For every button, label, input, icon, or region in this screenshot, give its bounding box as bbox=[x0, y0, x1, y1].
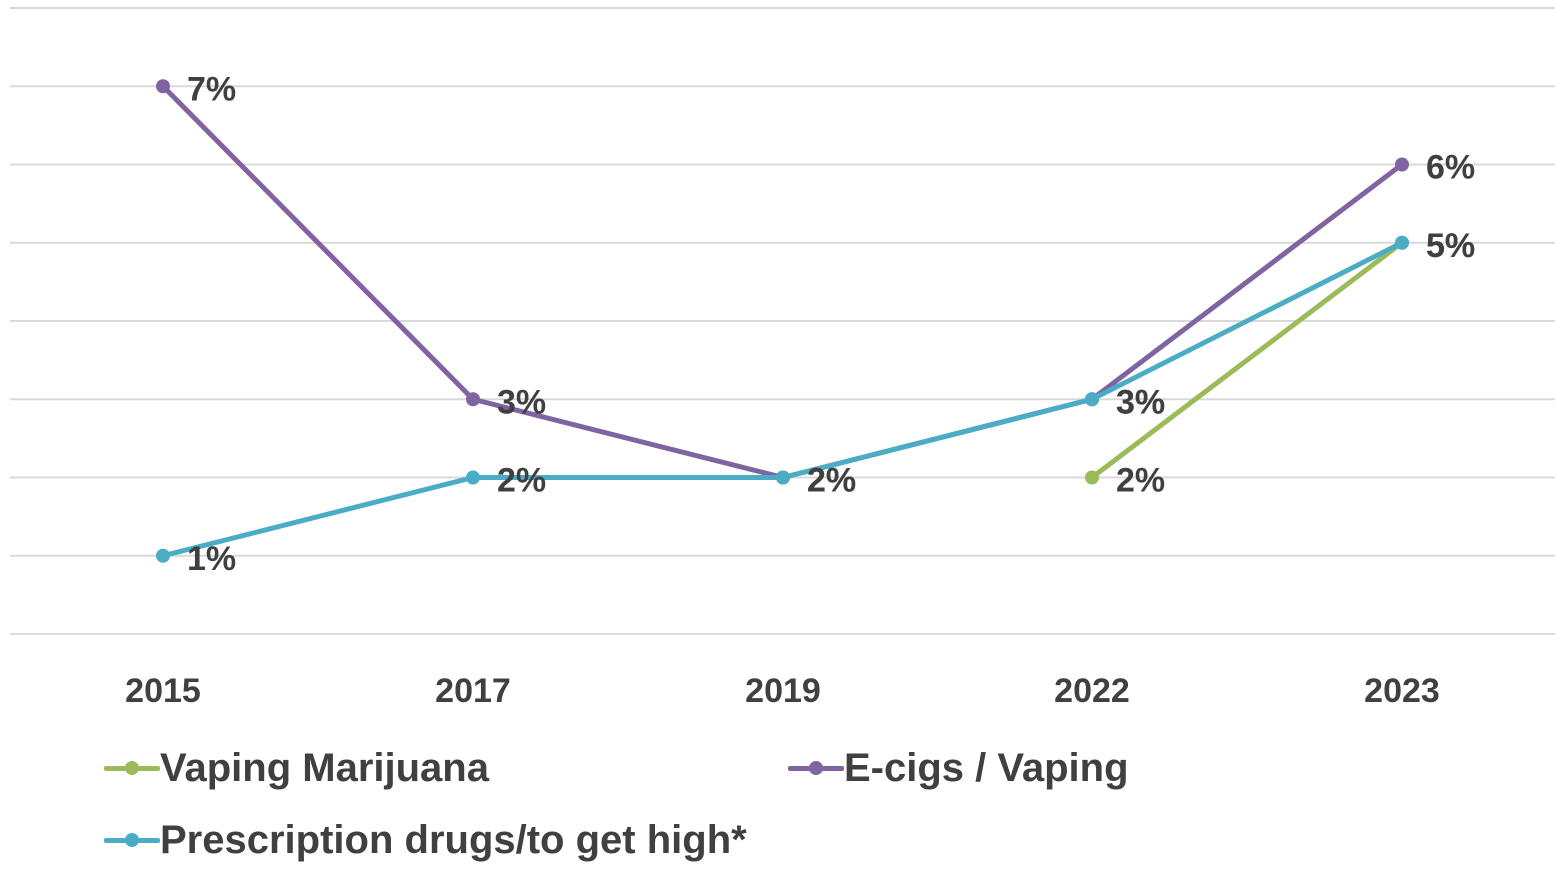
x-tick-label: 2019 bbox=[745, 672, 821, 710]
line-chart: 2015 2017 2019 2022 2023 2% 5% 7% 3% 2% 3% 6% 1% 2% 2… bbox=[10, 7, 1555, 710]
legend-swatch-vaping-marijuana bbox=[104, 738, 160, 798]
data-labels: 2%5%7%3%2%3%6%1%2% 2%3%5% bbox=[187, 70, 1475, 578]
data-label: 2% bbox=[1116, 462, 1165, 500]
data-label: 2% bbox=[807, 462, 856, 500]
data-label: 3% bbox=[1116, 383, 1165, 421]
legend-label-e-cigs-vaping: E-cigs / Vaping bbox=[844, 745, 1129, 790]
series-line bbox=[1090, 240, 1404, 480]
x-tick-label: 2023 bbox=[1364, 672, 1440, 710]
data-label: 5% bbox=[1426, 227, 1475, 265]
gridlines bbox=[10, 7, 1555, 635]
x-tick-label: 2015 bbox=[125, 672, 201, 710]
data-label: 3% bbox=[497, 383, 546, 421]
data-point bbox=[1395, 157, 1409, 172]
legend-swatch-e-cigs-vaping bbox=[788, 738, 844, 798]
legend-label-vaping-marijuana: Vaping Marijuana bbox=[160, 745, 489, 790]
data-label: 3% bbox=[1116, 383, 1165, 421]
series-line bbox=[161, 84, 1404, 480]
data-point bbox=[156, 79, 170, 94]
x-axis-ticks: 2015 2017 2019 2022 2023 bbox=[125, 672, 1440, 710]
data-label: 7% bbox=[187, 70, 236, 108]
data-label: 2% bbox=[807, 462, 856, 500]
legend-label-prescription-drugs: Prescription drugs/to get high* bbox=[160, 817, 747, 862]
x-tick-label: 2022 bbox=[1054, 672, 1130, 710]
legend-item-prescription-drugs: Prescription drugs/to get high* bbox=[104, 810, 747, 870]
data-point bbox=[466, 392, 480, 407]
data-label: 6% bbox=[1426, 149, 1475, 187]
data-point bbox=[776, 470, 790, 485]
data-point bbox=[156, 548, 170, 563]
series-lines bbox=[156, 79, 1409, 563]
x-tick-label: 2017 bbox=[435, 672, 511, 710]
data-point bbox=[1395, 235, 1409, 250]
data-label: 5% bbox=[1426, 227, 1475, 265]
legend-swatch-prescription-drugs bbox=[104, 810, 160, 870]
legend-item-vaping-marijuana: Vaping Marijuana bbox=[104, 738, 489, 798]
data-point bbox=[1085, 392, 1099, 407]
legend-item-e-cigs-vaping: E-cigs / Vaping bbox=[788, 738, 1129, 798]
data-label: 2% bbox=[497, 462, 546, 500]
data-point bbox=[466, 470, 480, 485]
data-label: 1% bbox=[187, 540, 236, 578]
data-point bbox=[1085, 470, 1099, 485]
